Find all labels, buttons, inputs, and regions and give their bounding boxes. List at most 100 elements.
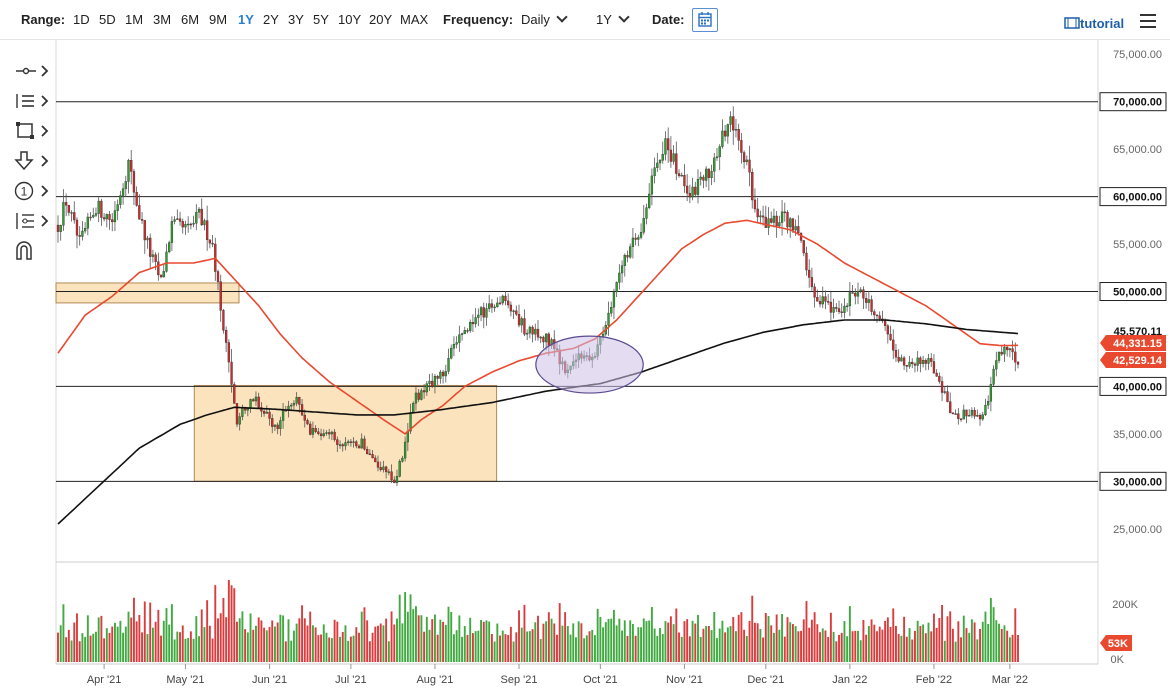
volume-bar: [450, 611, 453, 662]
volume-bar: [206, 600, 209, 662]
x-tick-label: Apr '21: [87, 674, 122, 686]
range-2y[interactable]: 2Y: [263, 12, 279, 27]
volume-bar: [279, 614, 282, 662]
candle-body: [485, 308, 488, 318]
range-3m[interactable]: 3M: [153, 12, 172, 27]
range-5d[interactable]: 5D: [99, 12, 116, 27]
volume-bar: [965, 628, 968, 662]
volume-bar: [832, 631, 835, 662]
date-picker-button[interactable]: [692, 8, 718, 32]
range-20y[interactable]: 20Y: [369, 12, 393, 27]
volume-bar: [924, 633, 927, 662]
candle-body: [447, 358, 450, 372]
volume-bar: [824, 630, 827, 662]
candle-body: [357, 445, 361, 449]
volume-bar: [477, 630, 480, 662]
volume-bar: [97, 617, 100, 662]
volume-bar: [292, 630, 295, 662]
volume-bar: [444, 624, 447, 662]
volume-bar: [865, 634, 868, 662]
period-select[interactable]: 1Y: [596, 11, 630, 27]
candle-body: [211, 242, 214, 245]
candle-body: [539, 336, 542, 339]
volume-bar: [791, 624, 794, 662]
range-10y[interactable]: 10Y: [338, 12, 362, 27]
range-1y[interactable]: 1Y: [238, 12, 254, 27]
candle-body: [962, 409, 965, 420]
volume-bar: [246, 632, 249, 662]
range-3y[interactable]: 3Y: [288, 12, 304, 27]
line-tool-button[interactable]: [14, 60, 50, 82]
tutorial-link[interactable]: tutorial: [1064, 16, 1124, 31]
candle-body: [897, 356, 900, 362]
level-tag-box: [1099, 92, 1167, 112]
candle-body: [200, 208, 203, 226]
candle-body: [970, 410, 974, 416]
rectangle-tool-button[interactable]: [14, 120, 50, 142]
volume-bar: [499, 635, 501, 662]
volume-bar: [575, 637, 577, 662]
candle-body: [73, 212, 76, 221]
candle-body: [789, 218, 792, 228]
volume-bar: [1003, 625, 1006, 662]
range-9m[interactable]: 9M: [209, 12, 228, 27]
candle-body: [384, 466, 388, 473]
volume-bar: [219, 613, 222, 662]
candle-body: [913, 363, 917, 366]
list-tool-button[interactable]: [14, 90, 50, 112]
candle-body: [431, 380, 434, 387]
volume-bar: [892, 608, 895, 662]
range-max[interactable]: MAX: [400, 12, 429, 27]
volume-bar: [463, 626, 466, 662]
candle-body: [238, 416, 241, 425]
menu-icon[interactable]: [1140, 14, 1156, 28]
volume-bar: [556, 634, 558, 662]
volume-bar: [265, 630, 268, 662]
candle-body: [469, 322, 472, 331]
volume-bar: [100, 615, 103, 662]
range-1m[interactable]: 1M: [125, 12, 144, 27]
candle-body: [886, 325, 889, 335]
candle-body: [216, 271, 220, 282]
frequency-select[interactable]: Daily: [521, 11, 568, 27]
candle-body: [797, 226, 800, 234]
range-6m[interactable]: 6M: [181, 12, 200, 27]
number-marker-button[interactable]: 1: [14, 180, 50, 202]
range-label: Range:: [21, 12, 66, 27]
candle-body: [680, 174, 683, 177]
volume-bar: [680, 636, 683, 662]
candle-body: [1003, 346, 1006, 355]
volume-bar: [396, 618, 398, 662]
candle-body: [810, 277, 814, 288]
candle-body: [542, 336, 545, 343]
volume-bar: [76, 613, 78, 662]
volume-bar: [360, 611, 363, 662]
volume-bar: [886, 617, 889, 662]
volume-bar: [968, 632, 971, 662]
volume-bar: [490, 634, 493, 662]
arrow-tool-button[interactable]: [14, 150, 50, 172]
volume-bar: [846, 636, 849, 662]
candle-body: [252, 399, 255, 402]
range-5y[interactable]: 5Y: [313, 12, 329, 27]
candle-body: [715, 156, 719, 159]
volume-bar: [111, 626, 114, 662]
volume-bar: [371, 632, 374, 662]
volume-bar: [78, 641, 81, 662]
candle-body: [97, 200, 100, 214]
y-tick-label: 35,000.00: [1113, 429, 1162, 441]
range-1d[interactable]: 1D: [73, 12, 90, 27]
volume-bar: [328, 637, 331, 662]
candle-body: [957, 413, 960, 420]
volume-bar: [89, 635, 92, 662]
volume-bar: [930, 631, 933, 662]
candle-body: [764, 216, 767, 228]
fibonacci-tool-button[interactable]: [14, 210, 50, 232]
volume-bar: [181, 625, 184, 662]
candle-body: [770, 218, 773, 223]
magnet-button[interactable]: [14, 240, 50, 262]
volume-bar: [729, 626, 732, 662]
volume-bar: [550, 618, 553, 662]
volume-bar: [184, 638, 187, 662]
